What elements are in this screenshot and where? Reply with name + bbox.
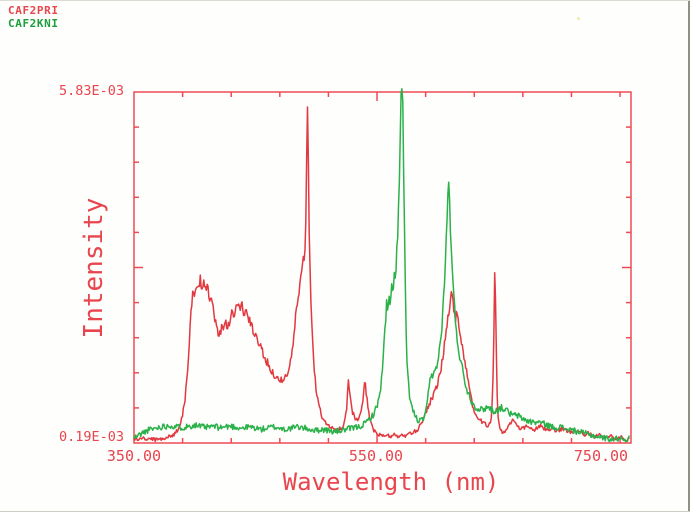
x-tick-label-750: 750.00 [573, 447, 629, 465]
y-axis-min-label: 0.19E-03 [58, 429, 124, 445]
series2-filename: CAF2KNI [8, 17, 59, 30]
scan-edge-right [688, 0, 690, 512]
x-tick-label-550: 550.00 [348, 447, 404, 465]
x-tick-label-350: 350.00 [106, 447, 162, 465]
loaded-files-list: CAF2PRI CAF2KNI [8, 4, 59, 30]
scan-dust-speck [577, 17, 580, 20]
scan-edge-top [0, 0, 690, 1]
spectrum-curve-caf2kni [133, 88, 630, 443]
series1-filename: CAF2PRI [8, 4, 59, 17]
plot-frame [133, 91, 632, 444]
y-axis-title: Intensity [79, 197, 109, 339]
y-axis-max-label: 5.83E-03 [58, 83, 124, 99]
spectrum-curve-caf2pri [133, 106, 630, 443]
x-axis-title: Wavelength (nm) [282, 468, 500, 496]
